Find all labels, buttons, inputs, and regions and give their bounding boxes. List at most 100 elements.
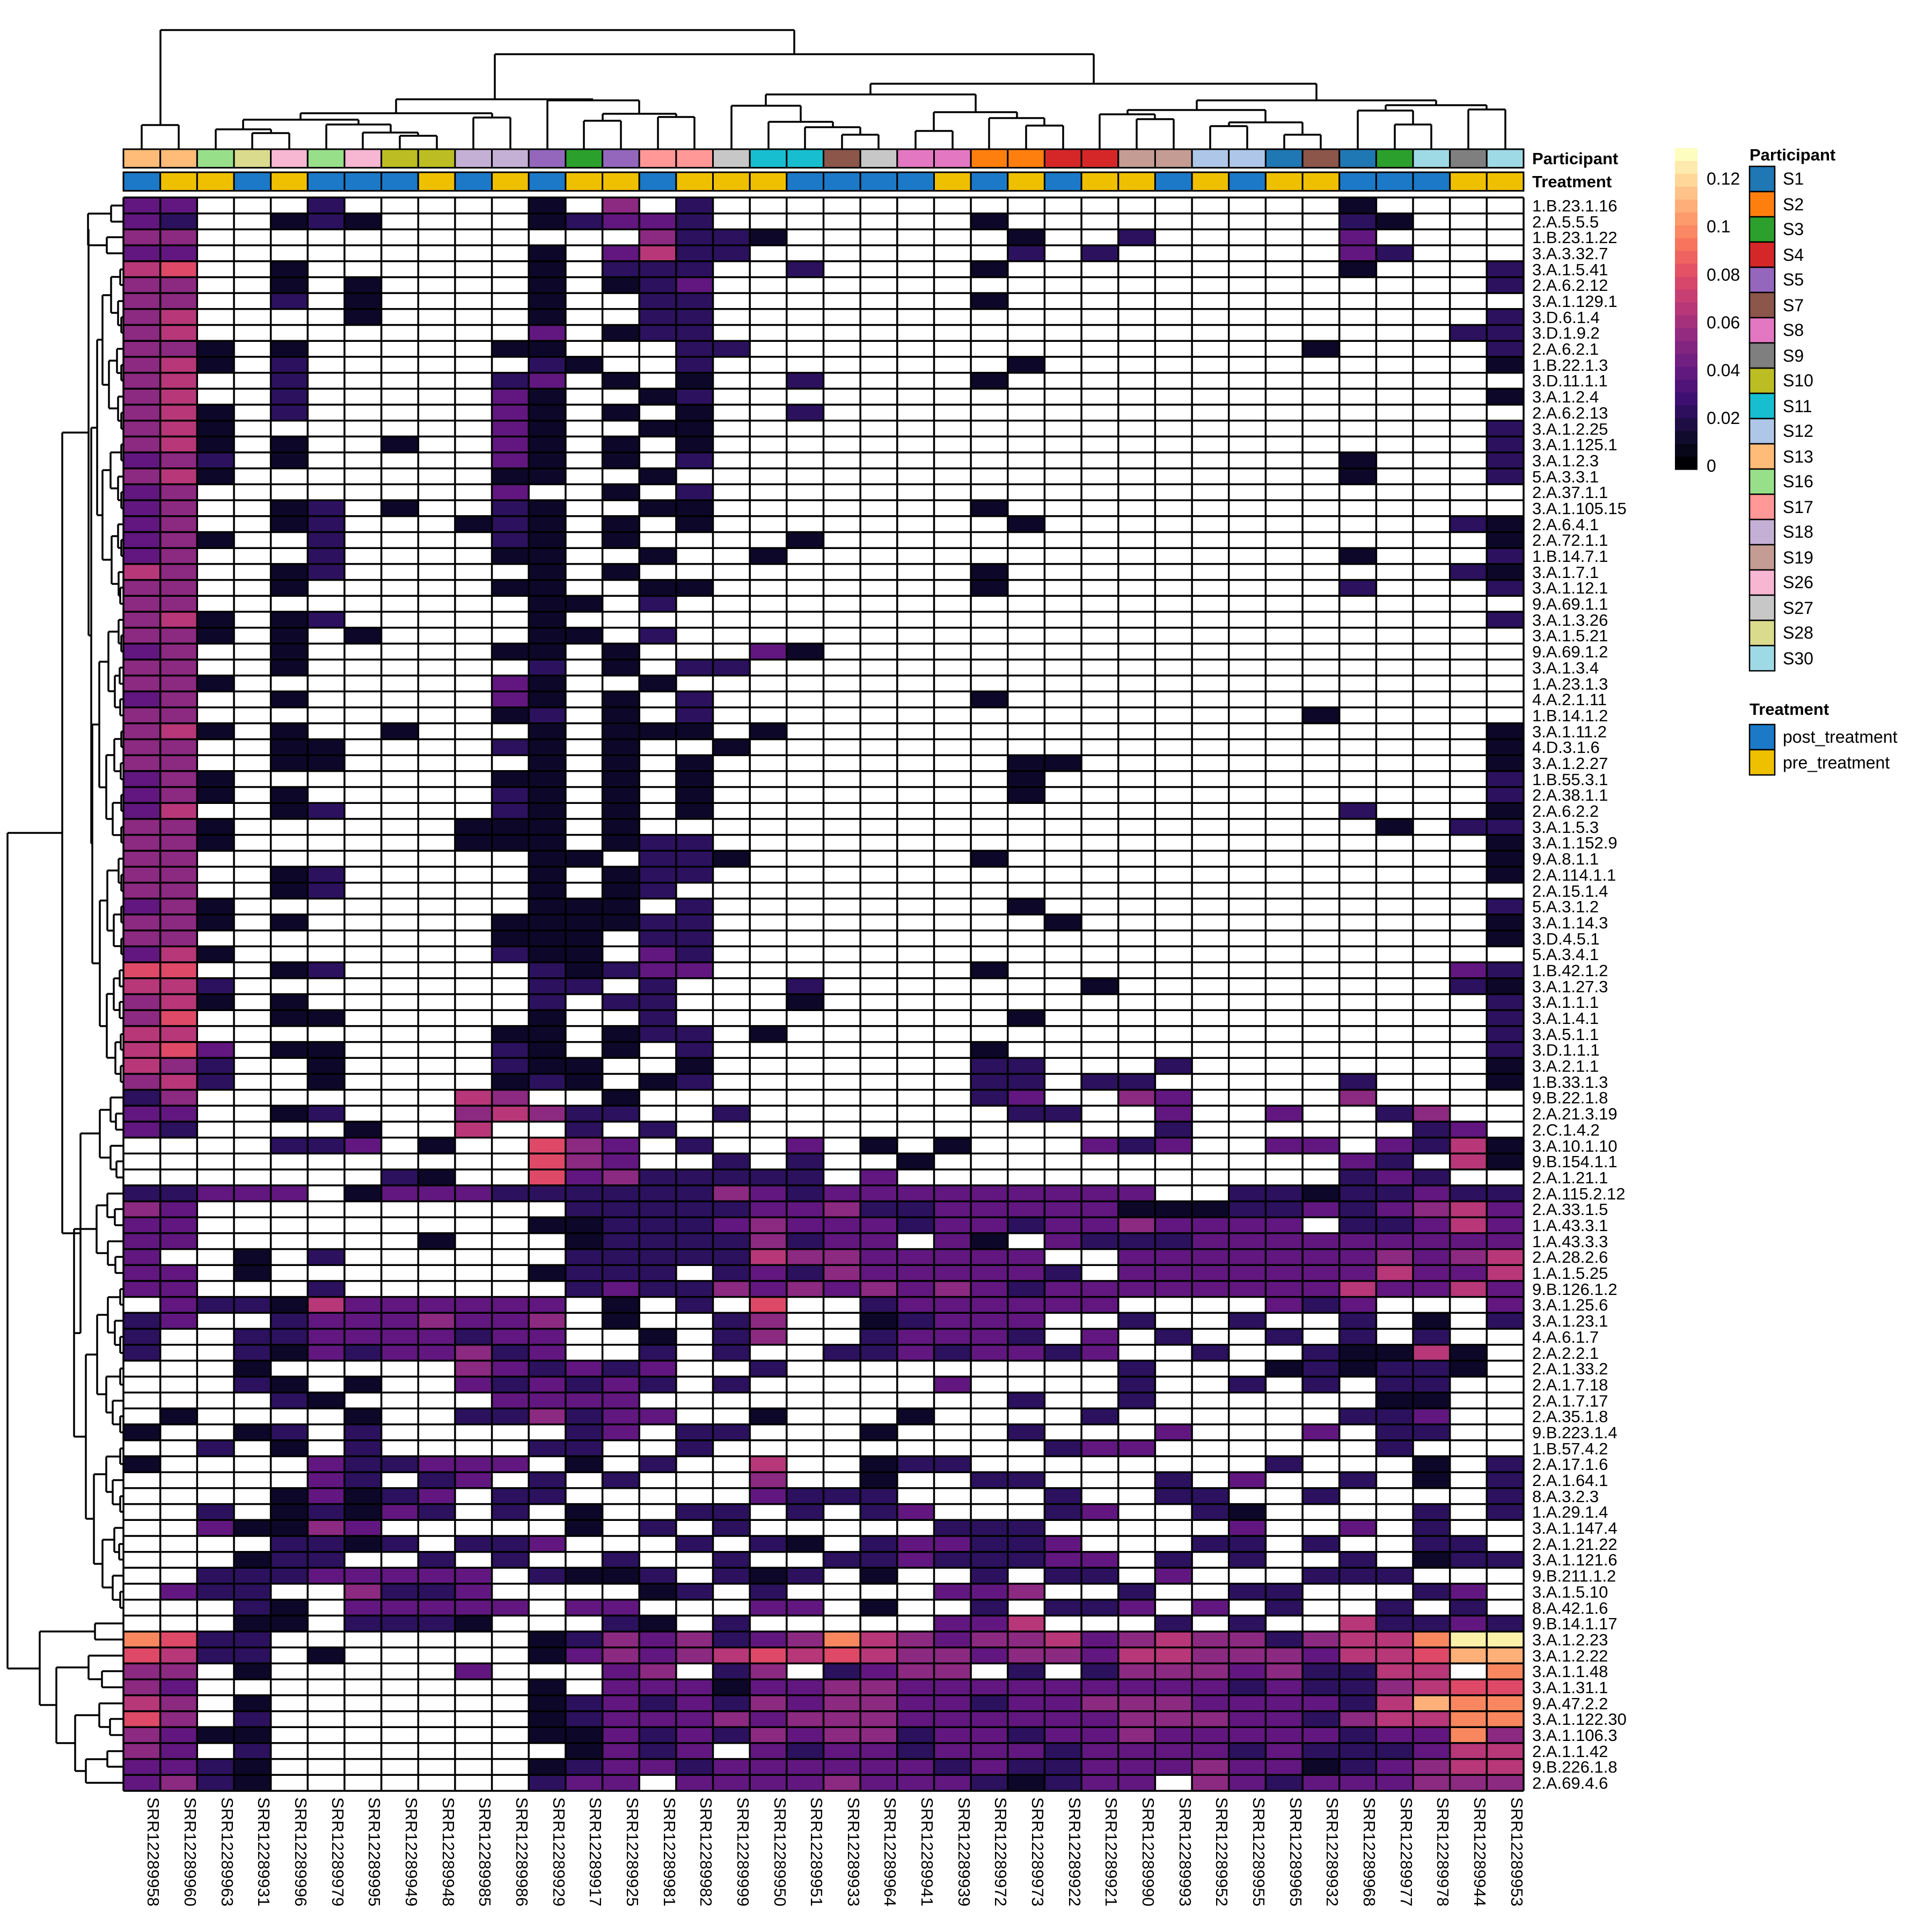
svg-text:SRR12289939: SRR12289939 [955, 1797, 974, 1906]
svg-text:9.A.69.1.2: 9.A.69.1.2 [1532, 642, 1608, 661]
svg-text:SRR12289944: SRR12289944 [1470, 1797, 1489, 1906]
svg-text:SRR12289958: SRR12289958 [144, 1797, 163, 1906]
svg-text:3.A.1.7.1: 3.A.1.7.1 [1532, 563, 1599, 582]
svg-text:0.06: 0.06 [1707, 313, 1740, 332]
svg-text:3.A.1.11.2: 3.A.1.11.2 [1532, 722, 1607, 741]
svg-text:3.A.1.4.1: 3.A.1.4.1 [1532, 1009, 1599, 1028]
svg-text:S1: S1 [1783, 169, 1804, 188]
svg-text:9.B.226.1.8: 9.B.226.1.8 [1532, 1758, 1618, 1776]
svg-text:3.D.11.1.1: 3.D.11.1.1 [1532, 371, 1608, 390]
svg-text:3.A.1.3.26: 3.A.1.3.26 [1532, 611, 1608, 630]
svg-text:SRR12289972: SRR12289972 [991, 1797, 1010, 1906]
svg-text:0: 0 [1707, 456, 1716, 475]
svg-text:S7: S7 [1783, 296, 1804, 315]
svg-text:Treatment: Treatment [1532, 172, 1612, 191]
svg-text:SRR12289982: SRR12289982 [697, 1797, 715, 1906]
svg-text:SRR12289917: SRR12289917 [586, 1797, 605, 1906]
svg-text:3.A.10.1.10: 3.A.10.1.10 [1532, 1137, 1618, 1155]
svg-text:pre_treatment: pre_treatment [1783, 753, 1890, 772]
svg-text:SRR12289921: SRR12289921 [1102, 1797, 1121, 1906]
svg-text:S5: S5 [1783, 270, 1804, 289]
svg-text:4.A.2.1.11: 4.A.2.1.11 [1532, 690, 1607, 709]
svg-text:2.A.15.1.4: 2.A.15.1.4 [1532, 882, 1608, 901]
svg-text:S4: S4 [1783, 245, 1804, 265]
svg-text:3.A.1.125.1: 3.A.1.125.1 [1532, 435, 1618, 454]
svg-text:SRR12289950: SRR12289950 [771, 1797, 789, 1906]
svg-text:S27: S27 [1783, 598, 1813, 618]
svg-text:9.B.126.1.2: 9.B.126.1.2 [1532, 1280, 1618, 1299]
svg-text:SRR12289977: SRR12289977 [1397, 1797, 1416, 1906]
svg-text:SRR12289965: SRR12289965 [1286, 1797, 1305, 1906]
svg-text:Treatment: Treatment [1750, 700, 1829, 719]
svg-text:S13: S13 [1783, 447, 1813, 466]
svg-text:S18: S18 [1783, 522, 1813, 541]
svg-text:1.A.43.3.3: 1.A.43.3.3 [1532, 1232, 1608, 1251]
svg-text:S3: S3 [1783, 219, 1804, 239]
svg-text:3.D.4.5.1: 3.D.4.5.1 [1532, 930, 1600, 948]
svg-text:3.A.1.152.9: 3.A.1.152.9 [1532, 833, 1618, 852]
svg-text:2.A.37.1.1: 2.A.37.1.1 [1532, 483, 1608, 502]
svg-text:3.A.1.5.10: 3.A.1.5.10 [1532, 1583, 1608, 1601]
svg-text:2.A.33.1.5: 2.A.33.1.5 [1532, 1200, 1608, 1219]
svg-text:SRR12289948: SRR12289948 [439, 1797, 458, 1906]
svg-text:9.A.47.2.2: 9.A.47.2.2 [1532, 1694, 1608, 1713]
svg-text:3.A.1.5.41: 3.A.1.5.41 [1532, 260, 1608, 279]
svg-text:3.A.1.31.1: 3.A.1.31.1 [1532, 1678, 1608, 1697]
svg-text:2.A.72.1.1: 2.A.72.1.1 [1532, 531, 1608, 550]
svg-text:0.08: 0.08 [1707, 265, 1740, 284]
svg-text:2.A.21.3.19: 2.A.21.3.19 [1532, 1104, 1618, 1123]
svg-text:SRR12289981: SRR12289981 [660, 1797, 679, 1906]
svg-text:1.B.55.3.1: 1.B.55.3.1 [1532, 770, 1608, 789]
svg-text:2.A.6.2.1: 2.A.6.2.1 [1532, 340, 1599, 358]
svg-text:3.A.1.2.25: 3.A.1.2.25 [1532, 420, 1608, 438]
svg-text:S30: S30 [1783, 649, 1813, 668]
svg-text:3.A.1.14.3: 3.A.1.14.3 [1532, 913, 1608, 932]
svg-text:9.A.69.1.1: 9.A.69.1.1 [1532, 595, 1608, 613]
svg-text:3.A.3.32.7: 3.A.3.32.7 [1532, 244, 1608, 263]
svg-text:0.02: 0.02 [1707, 408, 1740, 428]
svg-text:2.A.1.33.2: 2.A.1.33.2 [1532, 1359, 1608, 1378]
svg-text:S26: S26 [1783, 573, 1813, 592]
svg-text:1.B.14.7.1: 1.B.14.7.1 [1532, 547, 1608, 566]
svg-text:SRR12289922: SRR12289922 [1065, 1797, 1084, 1906]
svg-text:1.A.43.3.1: 1.A.43.3.1 [1532, 1216, 1608, 1235]
svg-text:2.A.69.4.6: 2.A.69.4.6 [1532, 1774, 1608, 1792]
svg-text:3.A.1.23.1: 3.A.1.23.1 [1532, 1312, 1608, 1330]
svg-text:SRR12289964: SRR12289964 [881, 1797, 899, 1906]
svg-text:SRR12289925: SRR12289925 [623, 1797, 642, 1906]
svg-text:S8: S8 [1783, 320, 1804, 340]
svg-text:S9: S9 [1783, 346, 1804, 365]
svg-text:3.A.1.12.1: 3.A.1.12.1 [1532, 579, 1608, 597]
svg-text:SRR12289933: SRR12289933 [844, 1797, 863, 1906]
svg-text:3.A.1.122.30: 3.A.1.122.30 [1532, 1710, 1627, 1729]
svg-text:9.B.14.1.17: 9.B.14.1.17 [1532, 1614, 1618, 1633]
svg-text:9.B.223.1.4: 9.B.223.1.4 [1532, 1423, 1618, 1442]
svg-text:SRR12289996: SRR12289996 [291, 1797, 310, 1906]
svg-text:2.A.1.7.17: 2.A.1.7.17 [1532, 1392, 1608, 1410]
svg-text:1.B.57.4.2: 1.B.57.4.2 [1532, 1439, 1608, 1458]
svg-text:SRR12289979: SRR12289979 [328, 1797, 347, 1906]
svg-text:5.A.3.4.1: 5.A.3.4.1 [1532, 945, 1599, 964]
svg-text:3.A.1.121.6: 3.A.1.121.6 [1532, 1550, 1618, 1569]
svg-text:9.B.154.1.1: 9.B.154.1.1 [1532, 1152, 1618, 1171]
svg-text:SRR12289960: SRR12289960 [181, 1797, 200, 1906]
svg-text:SRR12289949: SRR12289949 [402, 1797, 421, 1906]
svg-text:2.A.1.1.42: 2.A.1.1.42 [1532, 1742, 1608, 1761]
svg-text:SRR12289973: SRR12289973 [1028, 1797, 1047, 1906]
svg-text:4.D.3.1.6: 4.D.3.1.6 [1532, 738, 1600, 757]
svg-text:2.A.6.2.2: 2.A.6.2.2 [1532, 802, 1599, 821]
svg-text:3.A.1.2.27: 3.A.1.2.27 [1532, 754, 1608, 773]
svg-text:2.A.1.21.22: 2.A.1.21.22 [1532, 1535, 1618, 1554]
svg-text:SRR12289999: SRR12289999 [734, 1797, 752, 1906]
svg-text:1.A.1.5.25: 1.A.1.5.25 [1532, 1264, 1608, 1283]
svg-text:3.A.2.1.1: 3.A.2.1.1 [1532, 1057, 1599, 1075]
svg-text:2.A.2.2.1: 2.A.2.2.1 [1532, 1344, 1599, 1363]
svg-text:S17: S17 [1783, 497, 1813, 517]
svg-text:SRR12289932: SRR12289932 [1323, 1797, 1342, 1906]
svg-text:1.B.42.1.2: 1.B.42.1.2 [1532, 961, 1608, 980]
svg-text:1.B.23.1.16: 1.B.23.1.16 [1532, 196, 1618, 215]
svg-text:S2: S2 [1783, 195, 1804, 214]
svg-text:1.B.33.1.3: 1.B.33.1.3 [1532, 1073, 1608, 1092]
svg-text:2.A.1.7.18: 2.A.1.7.18 [1532, 1375, 1608, 1394]
svg-text:SRR12289968: SRR12289968 [1360, 1797, 1379, 1906]
